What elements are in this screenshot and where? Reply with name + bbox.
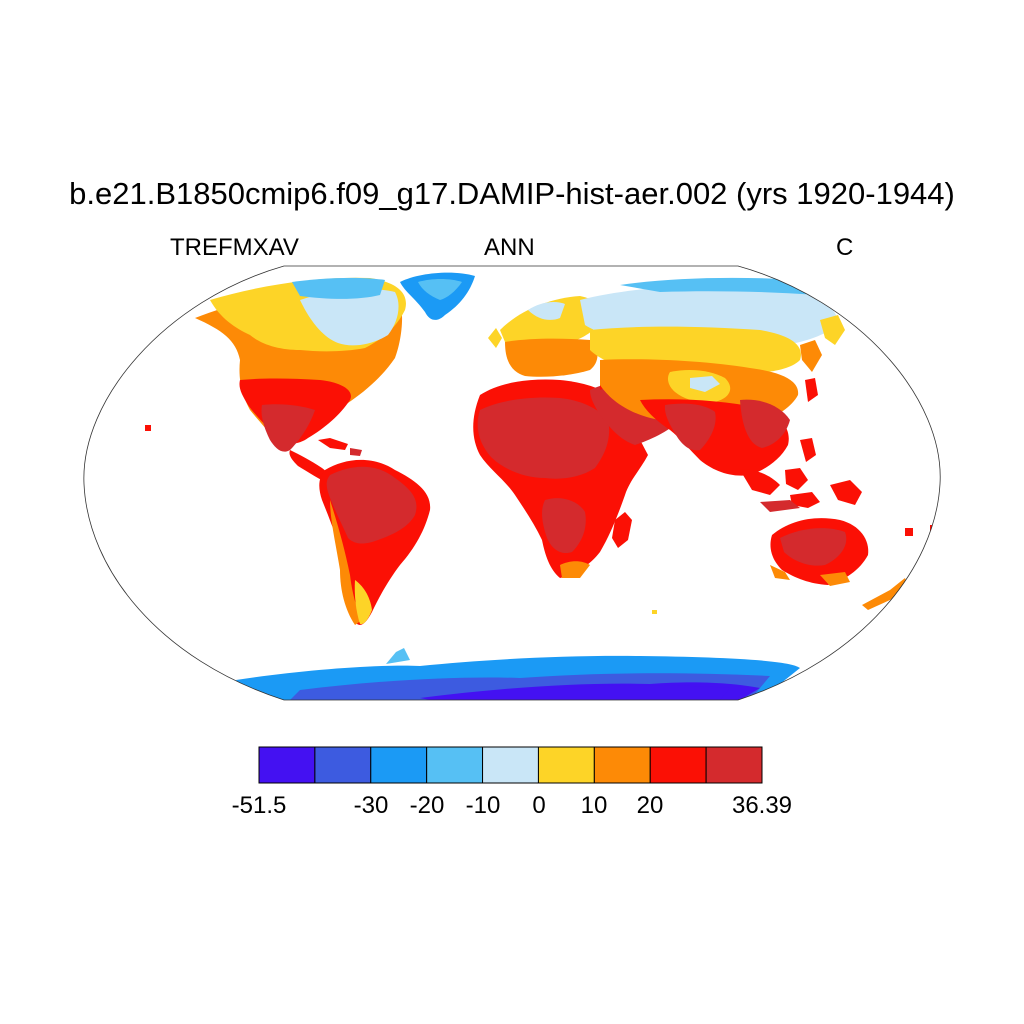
units-label: C xyxy=(836,234,854,261)
central-america xyxy=(289,438,362,484)
colorbar-swatch xyxy=(314,746,372,784)
colorbar-tick-label: -51.5 xyxy=(231,792,287,819)
variable-label: TREFMXAV xyxy=(170,234,299,261)
antarctica xyxy=(236,648,800,700)
season-label: ANN xyxy=(484,234,535,261)
colorbar-swatch xyxy=(482,746,539,784)
colorbar-swatch xyxy=(258,746,316,784)
colorbar-tick-label: 0 xyxy=(532,792,546,819)
africa xyxy=(473,379,648,578)
south-america xyxy=(319,459,431,625)
island-hawaii xyxy=(145,425,151,431)
colorbar-tick-label: -20 xyxy=(409,792,445,819)
new-zealand xyxy=(862,578,908,610)
colorbar-swatch xyxy=(370,746,428,784)
land-temperature-field xyxy=(145,272,936,700)
map-outline xyxy=(83,265,941,701)
australia xyxy=(770,518,869,586)
colorbar-swatch xyxy=(426,746,484,784)
colorbar-swatch xyxy=(537,746,595,784)
north-america xyxy=(195,277,406,452)
colorbar-swatch xyxy=(705,746,763,784)
colorbar-tick-label: -10 xyxy=(465,792,501,819)
plot-title: b.e21.B1850cmip6.f09_g17.DAMIP-hist-aer.… xyxy=(69,176,955,211)
colorbar-tick-label: 10 xyxy=(580,792,608,819)
colorbar-swatch xyxy=(649,746,707,784)
island-pacific xyxy=(905,528,913,536)
colorbar xyxy=(258,746,763,784)
greenland xyxy=(400,272,475,320)
asia xyxy=(580,277,845,476)
colorbar-tick-label: 20 xyxy=(636,792,664,819)
colorbar-tick-label: -30 xyxy=(353,792,389,819)
europe xyxy=(488,296,601,377)
colorbar-swatch xyxy=(593,746,651,784)
colorbar-tick-label: 36.39 xyxy=(731,792,793,819)
southeast-asia-islands xyxy=(740,438,862,512)
island-south xyxy=(652,610,657,614)
